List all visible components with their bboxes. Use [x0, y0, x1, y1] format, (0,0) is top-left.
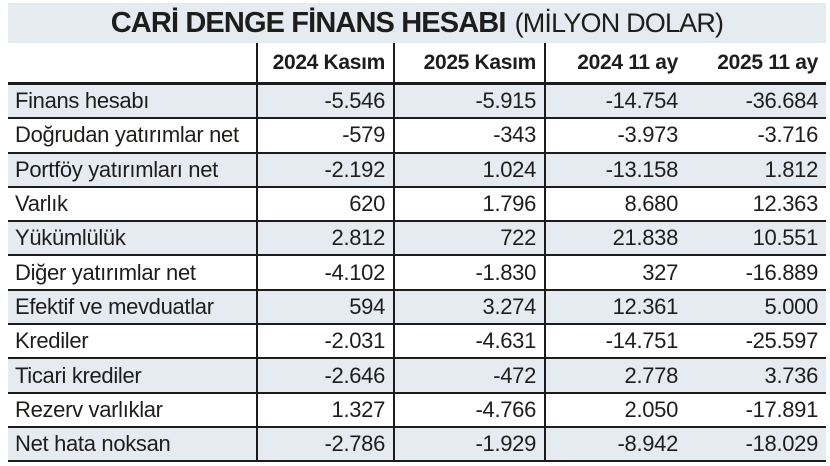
- value-cell: 327: [642, 259, 678, 285]
- value-cell: -18.029: [745, 431, 819, 457]
- table-row: Portföy yatırımları net -2.192 1.024 -13…: [8, 153, 826, 188]
- value-cell: 21.838: [612, 225, 679, 251]
- value-cell: -17.891: [745, 396, 819, 422]
- value-cell: -4.631: [395, 325, 546, 358]
- row-label-cell: Ticari krediler: [8, 359, 258, 392]
- table-row: Ticari krediler -2.646 -472 2.778 3.736: [8, 359, 826, 394]
- value-cell: -2.192: [258, 153, 395, 186]
- header-cell-2025-11ay: 2025 11 ay: [717, 50, 818, 74]
- value-cell: 1.796: [395, 187, 546, 221]
- value-cell: -1.929: [395, 427, 546, 461]
- value-cell: 620: [258, 187, 395, 221]
- row-label-cell: Diğer yatırımlar net: [8, 256, 258, 289]
- row-label-cell: Yükümlülük: [8, 222, 258, 255]
- table-row: Yükümlülük 2.812 722 21.838 10.551: [8, 222, 826, 257]
- table-body: Finans hesabı -5.546 -5.915 -14.754 -36.…: [8, 85, 826, 463]
- value-cell: -14.754: [605, 88, 679, 114]
- table-row: Rezerv varlıklar 1.327 -4.766 2.050 -17.…: [8, 393, 826, 428]
- value-cell: -5.915: [395, 85, 546, 118]
- header-cell-2025-kasim: 2025 Kasım: [395, 43, 546, 82]
- table-row: Varlık 620 1.796 8.680 12.363: [8, 187, 826, 223]
- value-cell: 2.050: [624, 396, 679, 422]
- value-cell: 3.274: [395, 290, 546, 324]
- value-cell: -2.786: [258, 427, 395, 461]
- row-label-cell: Finans hesabı: [8, 85, 258, 118]
- value-cell: -579: [258, 119, 395, 152]
- value-cell: 8.680: [624, 191, 679, 217]
- row-label-cell: Portföy yatırımları net: [8, 153, 258, 186]
- header-cell-empty: [8, 43, 258, 82]
- value-cell: 3.736: [764, 362, 819, 388]
- value-cell: 5.000: [764, 293, 819, 319]
- value-cell: -14.751: [605, 328, 679, 354]
- row-label-cell: Krediler: [8, 325, 258, 358]
- table-row: Finans hesabı -5.546 -5.915 -14.754 -36.…: [8, 85, 826, 120]
- table-header-row: 2024 Kasım 2025 Kasım 2024 11 ay 2025 11…: [8, 43, 826, 85]
- table-row: Krediler -2.031 -4.631 -14.751 -25.597: [8, 325, 826, 360]
- value-cell: -3.973: [617, 122, 679, 148]
- row-label-cell: Doğrudan yatırımlar net: [8, 119, 258, 152]
- value-cell: 722: [395, 222, 546, 255]
- value-cell: 12.361: [612, 293, 679, 319]
- value-cell: 2.778: [624, 362, 679, 388]
- row-label-cell: Net hata noksan: [8, 427, 258, 461]
- value-cell: -8.942: [617, 431, 679, 457]
- row-label-cell: Rezerv varlıklar: [8, 393, 258, 426]
- value-cell: 2.812: [258, 222, 395, 255]
- value-cell: 1.812: [764, 156, 819, 182]
- value-cell: 1.327: [258, 393, 395, 426]
- value-cell: -343: [395, 119, 546, 152]
- value-cell: -25.597: [745, 328, 819, 354]
- header-cell-2024-kasim: 2024 Kasım: [258, 43, 395, 82]
- value-cell: -472: [395, 359, 546, 392]
- value-cell: 12.363: [752, 191, 819, 217]
- value-cell: -1.830: [395, 256, 546, 289]
- value-cell: -4.102: [258, 256, 395, 289]
- value-cell: -13.158: [605, 156, 679, 182]
- finance-table-graphic: CARİ DENGE FİNANS HESABI (MİLYON DOLAR) …: [8, 3, 826, 463]
- title-band: CARİ DENGE FİNANS HESABI (MİLYON DOLAR): [8, 3, 826, 43]
- value-cell: 1.024: [395, 153, 546, 186]
- row-label-cell: Efektif ve mevduatlar: [8, 290, 258, 324]
- value-cell: 594: [258, 290, 395, 324]
- table-row: Efektif ve mevduatlar 594 3.274 12.361 5…: [8, 290, 826, 326]
- row-label-cell: Varlık: [8, 187, 258, 221]
- page-title: CARİ DENGE FİNANS HESABI: [110, 6, 507, 39]
- table-row: Doğrudan yatırımlar net -579 -343 -3.973…: [8, 119, 826, 154]
- value-cell: -2.031: [258, 325, 395, 358]
- value-cell: -36.684: [745, 88, 819, 114]
- value-cell: -5.546: [258, 85, 395, 118]
- value-cell: -3.716: [757, 122, 819, 148]
- value-cell: -4.766: [395, 393, 546, 426]
- value-cell: -2.646: [258, 359, 395, 392]
- table-row: Net hata noksan -2.786 -1.929 -8.942 -18…: [8, 427, 826, 463]
- value-cell: -16.889: [745, 259, 819, 285]
- title-unit-label: (MİLYON DOLAR): [514, 7, 724, 38]
- value-cell: 10.551: [752, 225, 819, 251]
- table-row: Diğer yatırımlar net -4.102 -1.830 327 -…: [8, 256, 826, 291]
- header-cell-2024-11ay: 2024 11 ay: [577, 50, 678, 74]
